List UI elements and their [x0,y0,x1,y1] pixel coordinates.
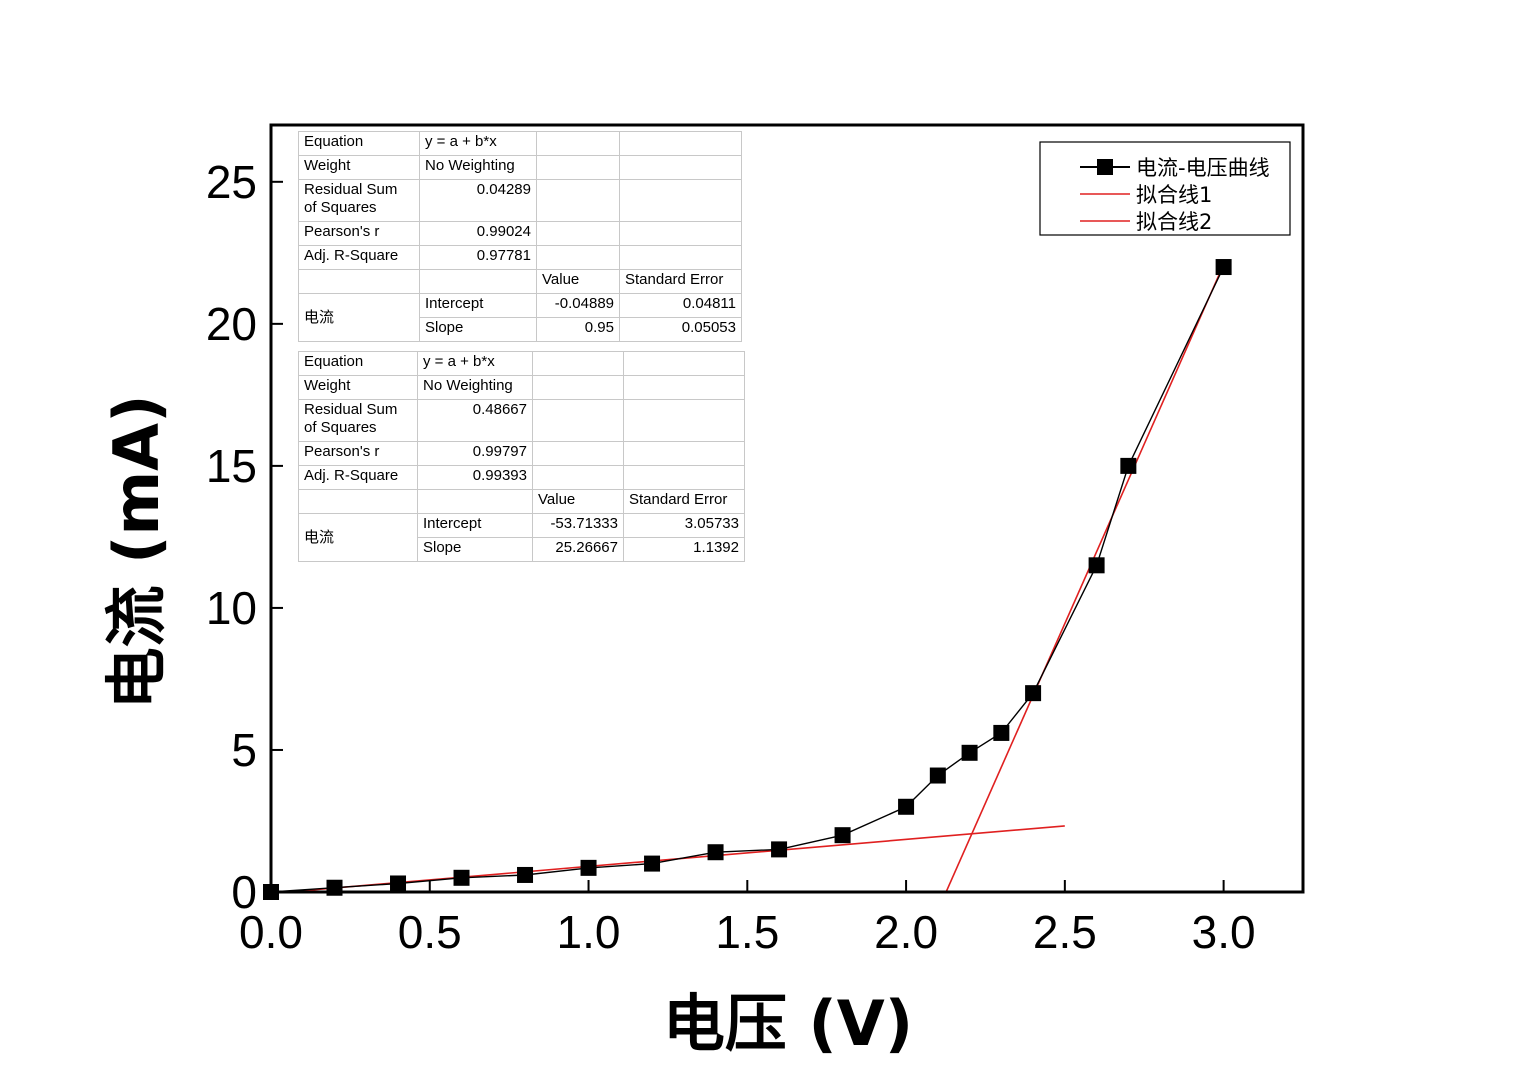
data-point [929,767,946,784]
y-tick-label: 25 [206,156,257,208]
equation-value: y = a + b*x [419,131,537,156]
fit-results-table-2: Equation y = a + b*x Weight No Weighting… [298,351,745,562]
data-point [453,869,470,886]
legend-marker [1097,159,1113,175]
slope-value: 25.26667 [532,537,624,562]
adj-r-square-value: 0.99393 [417,465,533,490]
rss-value: 0.48667 [417,399,533,442]
legend-label: 拟合线1 [1136,183,1212,207]
equation-label: Equation [298,131,420,156]
x-axis-title: 电压 (V) [663,987,913,1060]
weight-label: Weight [298,155,420,180]
adj-r-square-label: Adj. R-Square [298,465,418,490]
data-point [644,855,661,872]
x-tick-label: 2.5 [1033,906,1097,958]
weight-value: No Weighting [419,155,537,180]
rss-value: 0.04289 [419,179,537,222]
fit-results-table-1: Equation y = a + b*x Weight No Weighting… [298,131,742,342]
standard-error-header: Standard Error [623,489,745,514]
data-point [580,859,597,876]
weight-value: No Weighting [417,375,533,400]
x-tick-label: 1.0 [557,906,621,958]
data-point [898,798,915,815]
x-tick-label: 1.5 [715,906,779,958]
data-point [834,827,851,844]
y-tick-label: 5 [231,724,257,776]
pearson-value: 0.99797 [417,441,533,466]
adj-r-square-value: 0.97781 [419,245,537,270]
slope-standard-error: 0.05053 [619,317,742,342]
standard-error-header: Standard Error [619,269,742,294]
data-point [961,744,978,761]
data-line [271,266,1225,892]
rss-label: Residual Sum of Squares [298,179,420,222]
intercept-standard-error: 3.05733 [623,513,745,538]
legend-label: 拟合线2 [1136,210,1212,234]
legend-box [1039,141,1291,236]
y-tick-label: 20 [206,298,257,350]
group-label: 电流 [298,293,420,342]
data-point [517,866,534,883]
intercept-label: Intercept [417,513,533,538]
data-point [993,724,1010,741]
data-point [390,875,407,892]
equation-label: Equation [298,351,418,376]
x-tick-label: 0.0 [239,906,303,958]
weight-label: Weight [298,375,418,400]
fit-line-2 [945,264,1225,892]
y-tick-label: 0 [231,866,257,918]
value-header: Value [532,489,624,514]
intercept-label: Intercept [419,293,537,318]
y-tick-label: 15 [206,440,257,492]
plot-series [263,259,1232,900]
rss-label: Residual Sum of Squares [298,399,418,442]
slope-value: 0.95 [536,317,620,342]
value-header: Value [536,269,620,294]
x-tick-label: 3.0 [1192,906,1256,958]
plot-frame [269,123,1305,894]
adj-r-square-label: Adj. R-Square [298,245,420,270]
pearson-value: 0.99024 [419,221,537,246]
x-tick-label: 2.0 [874,906,938,958]
pearson-label: Pearson's r [298,441,418,466]
equation-value: y = a + b*x [417,351,533,376]
data-point [1215,259,1232,276]
intercept-standard-error: 0.04811 [619,293,742,318]
slope-standard-error: 1.1392 [623,537,745,562]
data-point [771,841,788,858]
axis-ticks: 0.0 0.5 1.0 1.5 2.0 2.5 3.0 0 5 10 15 20 25 [206,156,1256,958]
y-axis-title: 电流 (mA) [100,395,173,710]
group-label: 电流 [298,513,418,562]
data-point [1088,557,1105,574]
x-tick-label: 0.5 [398,906,462,958]
legend-label: 电流-电压曲线 [1136,156,1270,180]
data-point [1025,685,1042,702]
data-point [1120,457,1137,474]
slope-label: Slope [417,537,533,562]
data-point [707,844,724,861]
pearson-label: Pearson's r [298,221,420,246]
intercept-value: -53.71333 [532,513,624,538]
y-tick-label: 10 [206,582,257,634]
intercept-value: -0.04889 [536,293,620,318]
slope-label: Slope [419,317,537,342]
